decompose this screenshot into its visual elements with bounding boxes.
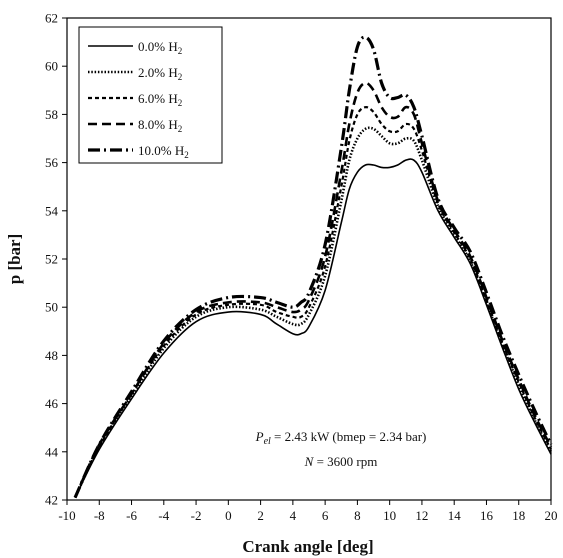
x-tick-label: 18 <box>512 508 525 523</box>
y-tick-label: 60 <box>45 59 58 74</box>
y-tick-label: 58 <box>45 107 58 122</box>
x-tick-label: 14 <box>448 508 462 523</box>
legend-label-2: 6.0% H2 <box>138 91 182 108</box>
series-line-2 <box>74 106 552 499</box>
x-tick-label: -4 <box>158 508 169 523</box>
x-tick-label: 10 <box>383 508 396 523</box>
annotation-power-subscript: el <box>264 436 271 447</box>
legend-label-4: 10.0% H2 <box>138 143 189 160</box>
annotation-speed-value: = 3600 rpm <box>313 454 377 469</box>
legend-label-0: 0.0% H2 <box>138 39 182 56</box>
legend: 0.0% H2 2.0% H2 6.0% H2 8.0% H2 10.0% H2 <box>78 26 223 164</box>
annotation-speed-symbol: N <box>304 454 315 469</box>
y-tick-label: 52 <box>45 252 58 267</box>
x-tick-label: 6 <box>322 508 329 523</box>
x-tick-label: 2 <box>257 508 264 523</box>
x-tick-label: 20 <box>545 508 558 523</box>
legend-box <box>78 26 223 164</box>
x-tick-label: 16 <box>480 508 494 523</box>
series-line-0 <box>74 158 552 498</box>
legend-label-subscript: 2 <box>178 98 183 108</box>
y-tick-label: 42 <box>45 493 58 508</box>
y-tick-label: 54 <box>45 203 59 218</box>
x-tick-label: -10 <box>58 508 75 523</box>
y-axis-title: p [bar] <box>5 234 24 285</box>
x-tick-label: 8 <box>354 508 361 523</box>
legend-label-3: 8.0% H2 <box>138 117 182 134</box>
legend-label-1: 2.0% H2 <box>138 65 182 82</box>
y-tick-label: 56 <box>45 155 59 170</box>
x-tick-label: 4 <box>290 508 297 523</box>
annotation-speed: N = 3600 rpm <box>304 454 378 469</box>
x-tick-label: 0 <box>225 508 232 523</box>
series-line-4 <box>73 35 553 499</box>
series-line-1 <box>73 126 553 499</box>
y-tick-label: 62 <box>45 11 58 26</box>
series-layer <box>73 35 553 499</box>
annotation-power: Pel = 2.43 kW (bmep = 2.34 bar) <box>255 429 427 447</box>
x-axis-title: Crank angle [deg] <box>242 537 373 556</box>
annotation-power-symbol: P <box>255 429 264 444</box>
annotation: Pel = 2.43 kW (bmep = 2.34 bar) N = 3600 … <box>255 429 427 469</box>
series-line-3 <box>73 81 553 499</box>
y-tick-label: 44 <box>45 444 59 459</box>
legend-label-subscript: 2 <box>184 150 189 160</box>
x-tick-label: -6 <box>126 508 137 523</box>
x-tick-label: 12 <box>415 508 428 523</box>
axes-layer: -10 -8 -6 -4 -2 0 2 4 6 8 10 12 14 16 18 20424446485052… <box>45 11 558 524</box>
x-tick-label: -8 <box>94 508 105 523</box>
y-tick-label: 50 <box>45 300 58 315</box>
annotation-power-value: = 2.43 kW (bmep = 2.34 bar) <box>271 429 427 444</box>
x-tick-label: -2 <box>191 508 202 523</box>
legend-label-subscript: 2 <box>178 72 183 82</box>
y-tick-label: 46 <box>45 396 59 411</box>
legend-label-subscript: 2 <box>178 124 183 134</box>
legend-label-subscript: 2 <box>178 46 183 56</box>
y-tick-label: 48 <box>45 348 58 363</box>
